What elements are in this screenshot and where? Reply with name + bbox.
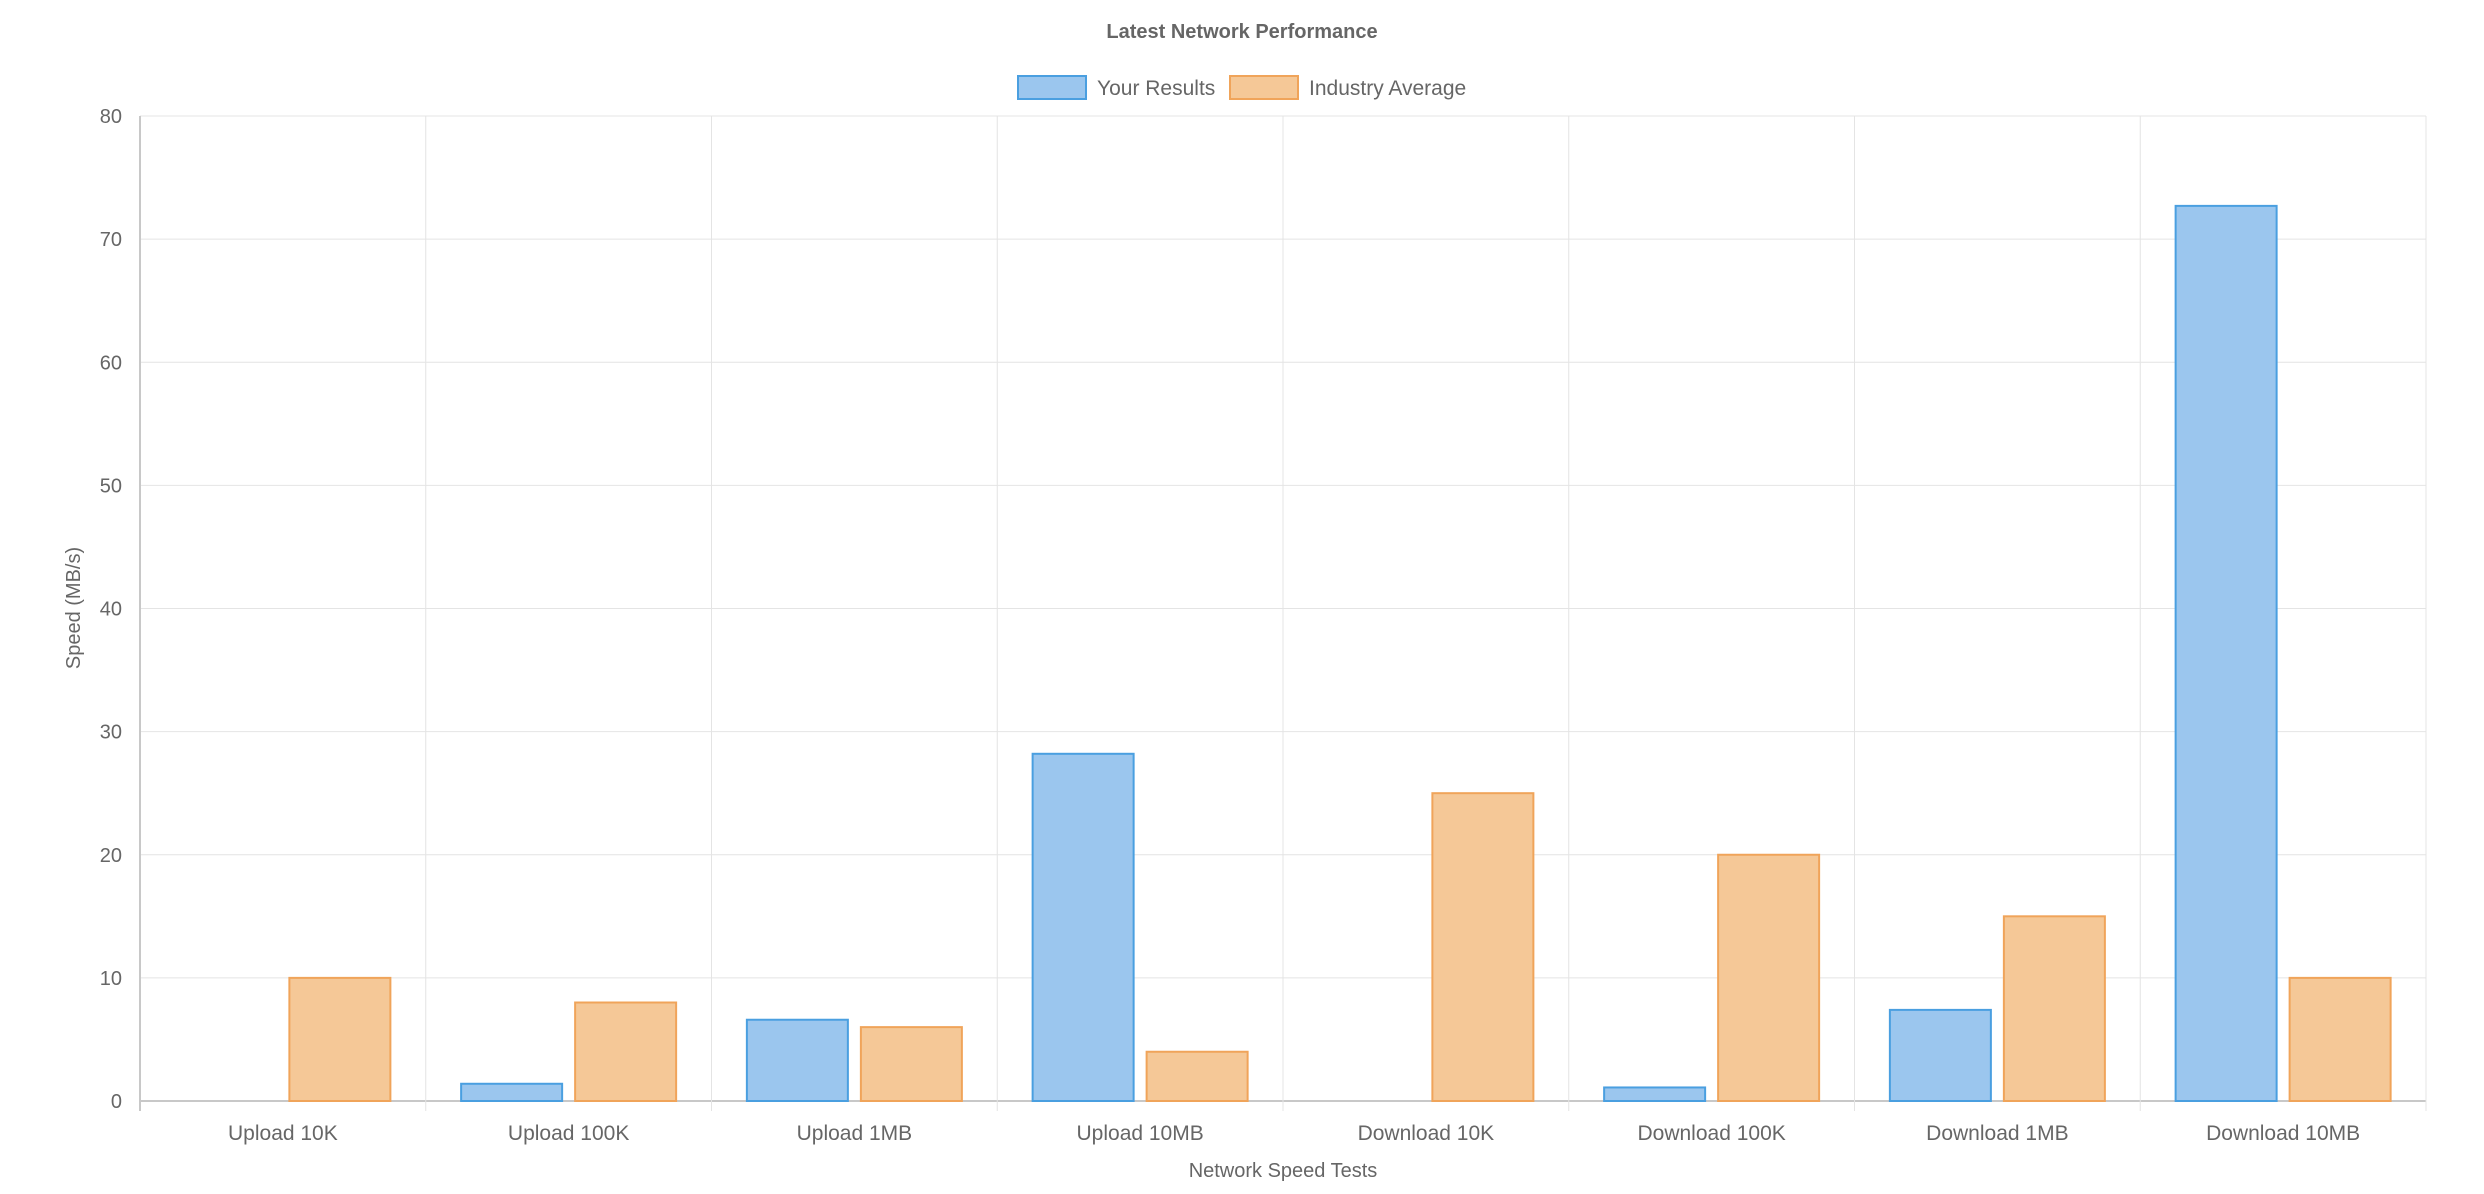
legend-swatch-industry-average (1229, 75, 1299, 100)
y-tick-label: 30 (100, 722, 122, 744)
y-axis-ticks: 0 10 20 30 40 50 60 70 80 (100, 106, 122, 1113)
x-tick-label: Upload 10MB (1077, 1122, 1204, 1145)
bar-your-results (1888, 1008, 1992, 1103)
y-tick-label: 60 (100, 352, 122, 374)
bar-your-results (2174, 204, 2278, 1103)
y-tick-label: 0 (111, 1091, 122, 1113)
grid-lines (139, 115, 2427, 1111)
bar-your-results (1031, 752, 1135, 1102)
y-tick-label: 80 (100, 106, 122, 128)
y-tick-label: 10 (100, 968, 122, 990)
chart-legend: Your Results Industry Average (1017, 75, 1466, 100)
x-tick-label: Download 100K (1637, 1122, 1785, 1145)
chart-title: Latest Network Performance (1106, 21, 1377, 43)
bar-industry-average (288, 976, 392, 1102)
bar-industry-average (574, 1001, 678, 1102)
bar-industry-average (1431, 792, 1535, 1102)
y-tick-label: 70 (100, 229, 122, 251)
x-tick-label: Upload 100K (508, 1122, 629, 1145)
x-tick-label: Download 1MB (1926, 1122, 2068, 1145)
bar-industry-average (1145, 1050, 1249, 1102)
legend-label-your-results: Your Results (1097, 77, 1215, 100)
x-tick-label: Download 10K (1358, 1122, 1495, 1145)
y-tick-label: 40 (100, 599, 122, 621)
legend-label-industry-average: Industry Average (1309, 77, 1466, 100)
x-tick-label: Upload 1MB (797, 1122, 913, 1145)
bar-industry-average (2002, 915, 2106, 1102)
bar-industry-average (1717, 853, 1821, 1102)
x-tick-label: Upload 10K (228, 1122, 338, 1145)
legend-swatch-your-results (1017, 75, 1087, 100)
bar-your-results (460, 1082, 564, 1102)
x-axis-label: Network Speed Tests (1189, 1160, 1378, 1182)
y-tick-label: 50 (100, 475, 122, 497)
bar-industry-average (859, 1026, 963, 1102)
bar-your-results (745, 1018, 849, 1102)
x-tick-label: Download 10MB (2206, 1122, 2360, 1145)
y-axis-label: Speed (MB/s) (63, 547, 85, 669)
bars (288, 204, 2392, 1103)
bar-industry-average (2288, 976, 2392, 1102)
x-axis-ticks: Upload 10K Upload 100K Upload 1MB Upload 10… (228, 1122, 2360, 1145)
bar-your-results (1603, 1086, 1707, 1103)
y-tick-label: 20 (100, 845, 122, 867)
